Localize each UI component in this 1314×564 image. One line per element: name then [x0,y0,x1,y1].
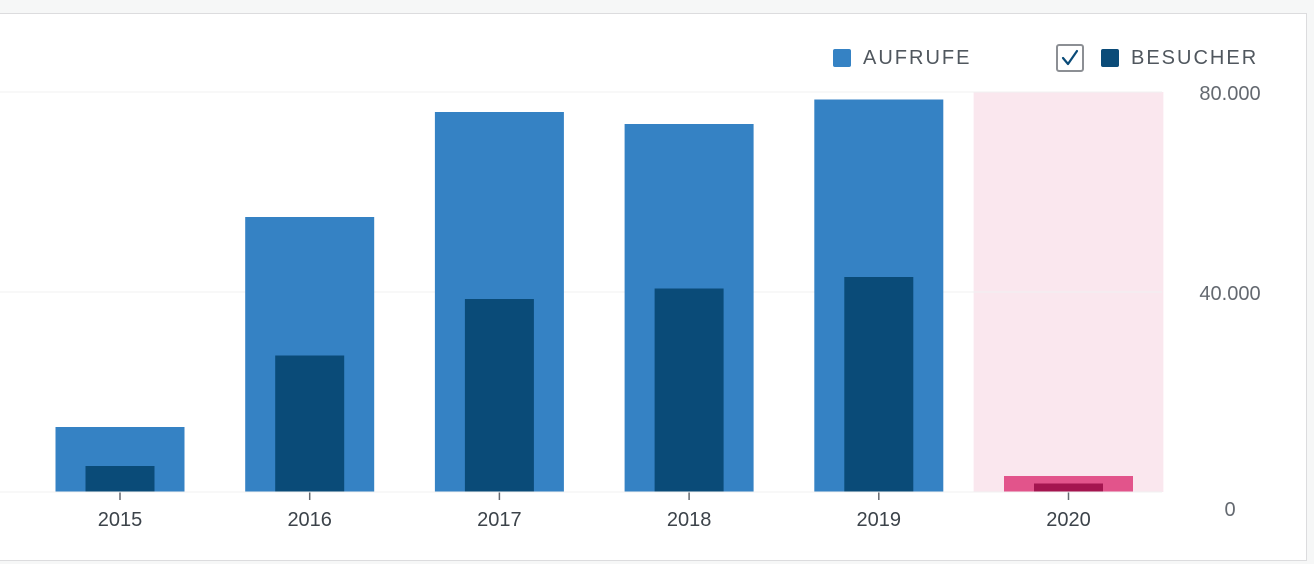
bar-visitors-2018 [654,288,724,492]
bar-visitors-2015 [85,466,155,492]
x-tick-label-2015: 2015 [98,509,143,531]
x-tick-label-2017: 2017 [477,509,522,531]
bar-visitors-2017 [464,299,534,492]
legend-label-visitors: BESUCHER [1131,46,1259,69]
x-tick-label-2019: 2019 [857,509,902,531]
views-swatch-icon [833,49,851,67]
stats-chart-panel: AUFRUFE BESUCHER 2015 2016 2017 2018 2019 202… [0,13,1307,561]
y-tick-label-2: 80.000 [1199,83,1260,105]
x-tick-label-2020: 2020 [1046,509,1091,531]
legend-label-views: AUFRUFE [863,46,972,69]
checkmark-icon [1061,49,1079,66]
legend-item-views: AUFRUFE [833,38,971,78]
chart-legend: AUFRUFE BESUCHER [0,38,1307,78]
bar-visitors-2019 [844,277,914,492]
x-tick-label-2016: 2016 [287,509,332,531]
y-tick-label-0: 0 [1224,499,1235,521]
visitors-swatch-icon [1101,49,1119,67]
y-tick-label-1: 40.000 [1199,283,1260,305]
bar-chart: 2015 2016 2017 2018 2019 2020 0 40.000 80.000 [0,83,1261,531]
x-tick-label-2018: 2018 [667,509,712,531]
legend-item-visitors[interactable]: BESUCHER [1056,38,1258,78]
bar-visitors-2020 [1034,483,1103,492]
visitors-toggle-checkbox[interactable] [1056,44,1084,72]
bar-visitors-2016 [275,355,345,492]
